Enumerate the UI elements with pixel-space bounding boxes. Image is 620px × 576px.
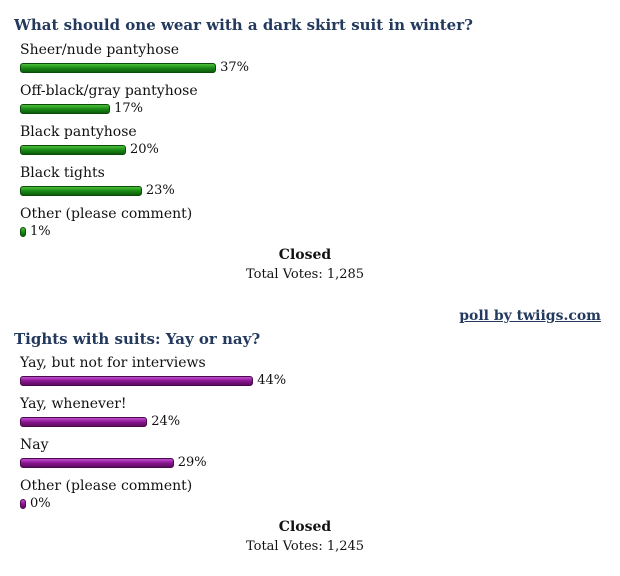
result-bar <box>20 104 111 114</box>
result-bar <box>20 186 142 196</box>
poll-status: Closed <box>278 247 332 263</box>
poll-answer: Black pantyhose 20% <box>20 124 580 164</box>
poll-answer: Black tights 23% <box>20 165 580 205</box>
result-bar <box>20 499 26 509</box>
total-votes: Total Votes: 1,245 <box>245 539 365 554</box>
result-bar <box>20 417 148 427</box>
poll-status: Closed <box>278 519 332 535</box>
answer-label: Other (please comment) <box>20 206 193 222</box>
answer-label: Sheer/nude pantyhose <box>20 42 180 58</box>
result-bar <box>20 227 26 237</box>
answer-label: Yay, whenever! <box>20 396 127 412</box>
poll-answer: Yay, but not for interviews 44% <box>20 355 580 395</box>
poll-question: What should one wear with a dark skirt s… <box>14 16 473 34</box>
answer-label: Black tights <box>20 165 105 181</box>
result-percent: 29% <box>177 455 207 470</box>
result-percent: 44% <box>257 373 287 388</box>
result-percent: 17% <box>114 101 143 116</box>
poll-answer: Sheer/nude pantyhose 37% <box>20 42 580 82</box>
result-bar <box>20 458 174 468</box>
result-percent: 23% <box>145 183 175 198</box>
answer-label: Other (please comment) <box>20 478 193 494</box>
result-percent: 1% <box>30 224 51 239</box>
result-percent: 24% <box>151 414 181 429</box>
result-percent: 20% <box>130 142 159 157</box>
result-bar <box>20 376 254 386</box>
result-bar <box>20 63 217 73</box>
total-votes: Total Votes: 1,285 <box>245 267 365 282</box>
result-bar <box>20 145 126 155</box>
poll-question: Tights with suits: Yay or nay? <box>14 330 261 348</box>
poll-answer: Off-black/gray pantyhose 17% <box>20 83 580 123</box>
twiigs-credit-link[interactable]: poll by twiigs.com <box>459 308 601 324</box>
poll-answer: Other (please comment) 1% <box>20 206 580 246</box>
poll-answer: Other (please comment) 0% <box>20 478 580 518</box>
result-percent: 37% <box>220 60 249 75</box>
answer-label: Off-black/gray pantyhose <box>20 83 198 99</box>
answer-label: Nay <box>20 437 49 453</box>
answer-label: Black pantyhose <box>20 124 137 140</box>
result-percent: 0% <box>30 496 51 511</box>
poll-answer: Nay 29% <box>20 437 580 477</box>
answer-label: Yay, but not for interviews <box>20 355 206 371</box>
poll-answer: Yay, whenever! 24% <box>20 396 580 436</box>
